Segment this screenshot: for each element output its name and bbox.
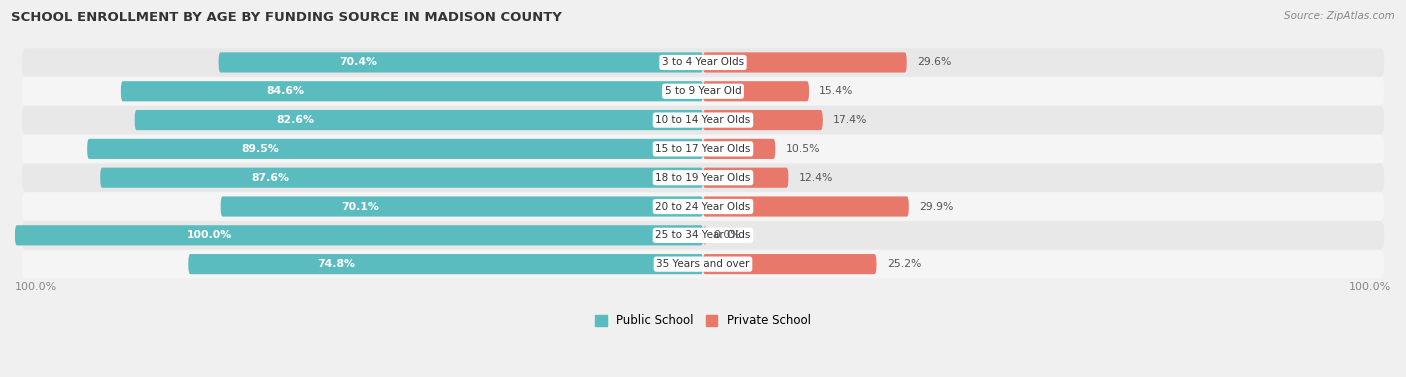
FancyBboxPatch shape bbox=[22, 221, 1384, 250]
Text: 15.4%: 15.4% bbox=[820, 86, 853, 96]
FancyBboxPatch shape bbox=[100, 168, 703, 188]
Text: 70.1%: 70.1% bbox=[342, 202, 380, 211]
Text: 82.6%: 82.6% bbox=[277, 115, 315, 125]
FancyBboxPatch shape bbox=[121, 81, 703, 101]
FancyBboxPatch shape bbox=[22, 250, 1384, 278]
FancyBboxPatch shape bbox=[703, 52, 907, 72]
Text: 15 to 17 Year Olds: 15 to 17 Year Olds bbox=[655, 144, 751, 154]
FancyBboxPatch shape bbox=[87, 139, 703, 159]
FancyBboxPatch shape bbox=[703, 110, 823, 130]
FancyBboxPatch shape bbox=[22, 164, 1384, 192]
Text: 3 to 4 Year Olds: 3 to 4 Year Olds bbox=[662, 57, 744, 67]
FancyBboxPatch shape bbox=[22, 135, 1384, 163]
Text: 12.4%: 12.4% bbox=[799, 173, 832, 183]
FancyBboxPatch shape bbox=[221, 196, 703, 217]
Text: 35 Years and over: 35 Years and over bbox=[657, 259, 749, 269]
FancyBboxPatch shape bbox=[22, 77, 1384, 106]
Text: 0.0%: 0.0% bbox=[713, 230, 741, 240]
FancyBboxPatch shape bbox=[703, 81, 808, 101]
Text: 70.4%: 70.4% bbox=[340, 57, 378, 67]
Text: 89.5%: 89.5% bbox=[242, 144, 278, 154]
FancyBboxPatch shape bbox=[135, 110, 703, 130]
Text: 84.6%: 84.6% bbox=[267, 86, 305, 96]
Text: 10.5%: 10.5% bbox=[786, 144, 820, 154]
FancyBboxPatch shape bbox=[703, 254, 876, 274]
Text: 25 to 34 Year Olds: 25 to 34 Year Olds bbox=[655, 230, 751, 240]
Text: 20 to 24 Year Olds: 20 to 24 Year Olds bbox=[655, 202, 751, 211]
FancyBboxPatch shape bbox=[703, 225, 706, 245]
FancyBboxPatch shape bbox=[22, 106, 1384, 134]
FancyBboxPatch shape bbox=[22, 48, 1384, 77]
Text: 100.0%: 100.0% bbox=[1348, 282, 1391, 292]
FancyBboxPatch shape bbox=[703, 196, 908, 217]
Text: SCHOOL ENROLLMENT BY AGE BY FUNDING SOURCE IN MADISON COUNTY: SCHOOL ENROLLMENT BY AGE BY FUNDING SOUR… bbox=[11, 11, 562, 24]
FancyBboxPatch shape bbox=[218, 52, 703, 72]
Text: 18 to 19 Year Olds: 18 to 19 Year Olds bbox=[655, 173, 751, 183]
Text: 74.8%: 74.8% bbox=[316, 259, 356, 269]
Text: 17.4%: 17.4% bbox=[832, 115, 868, 125]
FancyBboxPatch shape bbox=[22, 192, 1384, 221]
Legend: Public School, Private School: Public School, Private School bbox=[595, 314, 811, 328]
FancyBboxPatch shape bbox=[188, 254, 703, 274]
Text: 25.2%: 25.2% bbox=[887, 259, 921, 269]
Text: 87.6%: 87.6% bbox=[252, 173, 290, 183]
Text: 5 to 9 Year Old: 5 to 9 Year Old bbox=[665, 86, 741, 96]
Text: 10 to 14 Year Olds: 10 to 14 Year Olds bbox=[655, 115, 751, 125]
FancyBboxPatch shape bbox=[15, 225, 703, 245]
Text: Source: ZipAtlas.com: Source: ZipAtlas.com bbox=[1284, 11, 1395, 21]
FancyBboxPatch shape bbox=[703, 139, 775, 159]
FancyBboxPatch shape bbox=[703, 168, 789, 188]
Text: 100.0%: 100.0% bbox=[15, 282, 58, 292]
Text: 29.6%: 29.6% bbox=[917, 57, 952, 67]
Text: 100.0%: 100.0% bbox=[187, 230, 232, 240]
Text: 29.9%: 29.9% bbox=[920, 202, 953, 211]
